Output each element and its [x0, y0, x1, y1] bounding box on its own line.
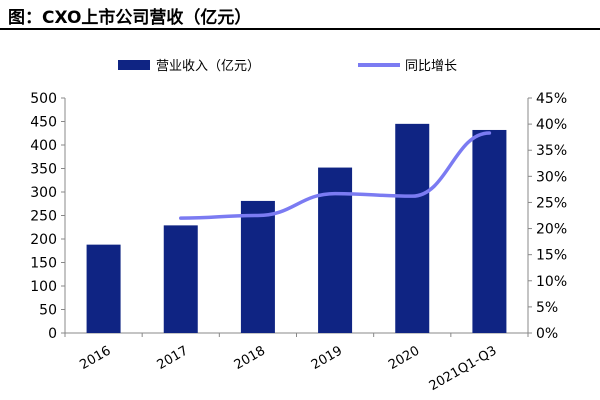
legend-bar-label: 营业收入（亿元） — [156, 59, 260, 74]
legend-line-label: 同比增长 — [405, 59, 457, 74]
left-tick-label: 350 — [30, 162, 57, 178]
left-tick-label: 50 — [39, 303, 57, 319]
right-tick-label: 10% — [536, 274, 567, 290]
revenue-bar — [240, 200, 275, 333]
right-tick-label: 15% — [536, 248, 567, 264]
growth-line — [179, 131, 492, 220]
right-tick-label: 20% — [536, 222, 567, 238]
x-tick-label: 2017 — [155, 343, 191, 373]
revenue-bar — [163, 225, 198, 333]
figure-title: 图：CXO上市公司营收（亿元） — [8, 8, 252, 28]
legend-bar-swatch — [118, 60, 150, 70]
left-tick-label: 0 — [48, 326, 57, 342]
left-tick-label: 500 — [30, 91, 57, 107]
x-tick-label: 2020 — [386, 343, 422, 373]
legend: 营业收入（亿元） 同比增长 — [118, 59, 457, 74]
right-tick-label: 25% — [536, 195, 567, 211]
left-tick-label: 300 — [30, 185, 57, 201]
right-tick-label: 30% — [536, 169, 567, 185]
revenue-bar — [472, 129, 507, 333]
x-tick-label: 2021Q1-Q3 — [427, 343, 500, 394]
left-tick-label: 250 — [30, 209, 57, 225]
left-tick-label: 200 — [30, 232, 57, 248]
left-tick-label: 100 — [30, 279, 57, 295]
left-tick-label: 450 — [30, 115, 57, 131]
right-tick-label: 0% — [536, 326, 558, 342]
right-tick-label: 35% — [536, 143, 567, 159]
x-tick-label: 2019 — [309, 343, 345, 373]
revenue-bar — [86, 244, 121, 333]
revenue-bar — [395, 123, 430, 333]
right-tick-label: 45% — [536, 91, 567, 107]
left-tick-label: 150 — [30, 256, 57, 272]
right-tick-label: 40% — [536, 117, 567, 133]
x-tick-label: 2016 — [77, 343, 113, 373]
x-tick-label: 2018 — [232, 343, 268, 373]
title-bar: 图：CXO上市公司营收（亿元） — [0, 0, 600, 30]
right-tick-label: 5% — [536, 300, 558, 316]
left-tick-label: 400 — [30, 138, 57, 154]
